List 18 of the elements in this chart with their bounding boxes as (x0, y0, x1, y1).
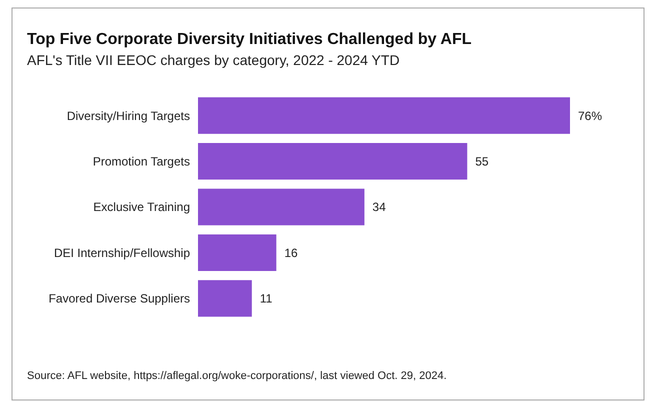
y-tick-label: Diversity/Hiring Targets (66, 108, 190, 123)
y-tick-label: Exclusive Training (93, 200, 190, 214)
data-label: 55 (475, 154, 489, 168)
bar (198, 188, 364, 226)
data-label: 11 (260, 292, 273, 306)
source-note: Source: AFL website, https://aflegal.org/woke-corporations/, last viewed Oct. 29, 2024. (27, 370, 447, 382)
data-label: 16 (284, 246, 298, 260)
y-tick-label: DEI Internship/Fellowship (54, 246, 190, 260)
data-label: 76% (578, 108, 602, 123)
y-tick-label: Favored Diverse Suppliers (48, 292, 190, 306)
bar (198, 97, 570, 134)
chart-title: Top Five Corporate Diversity Initiatives Challenged by AFL (27, 31, 472, 48)
bar (198, 280, 252, 317)
y-tick-label: Promotion Targets (92, 154, 190, 168)
data-label: 34 (372, 200, 386, 214)
bar (198, 143, 468, 180)
bar (198, 234, 276, 271)
chart-subtitle: AFL's Title VII EEOC charges by category, 2022 - 2024 YTD (27, 52, 400, 68)
